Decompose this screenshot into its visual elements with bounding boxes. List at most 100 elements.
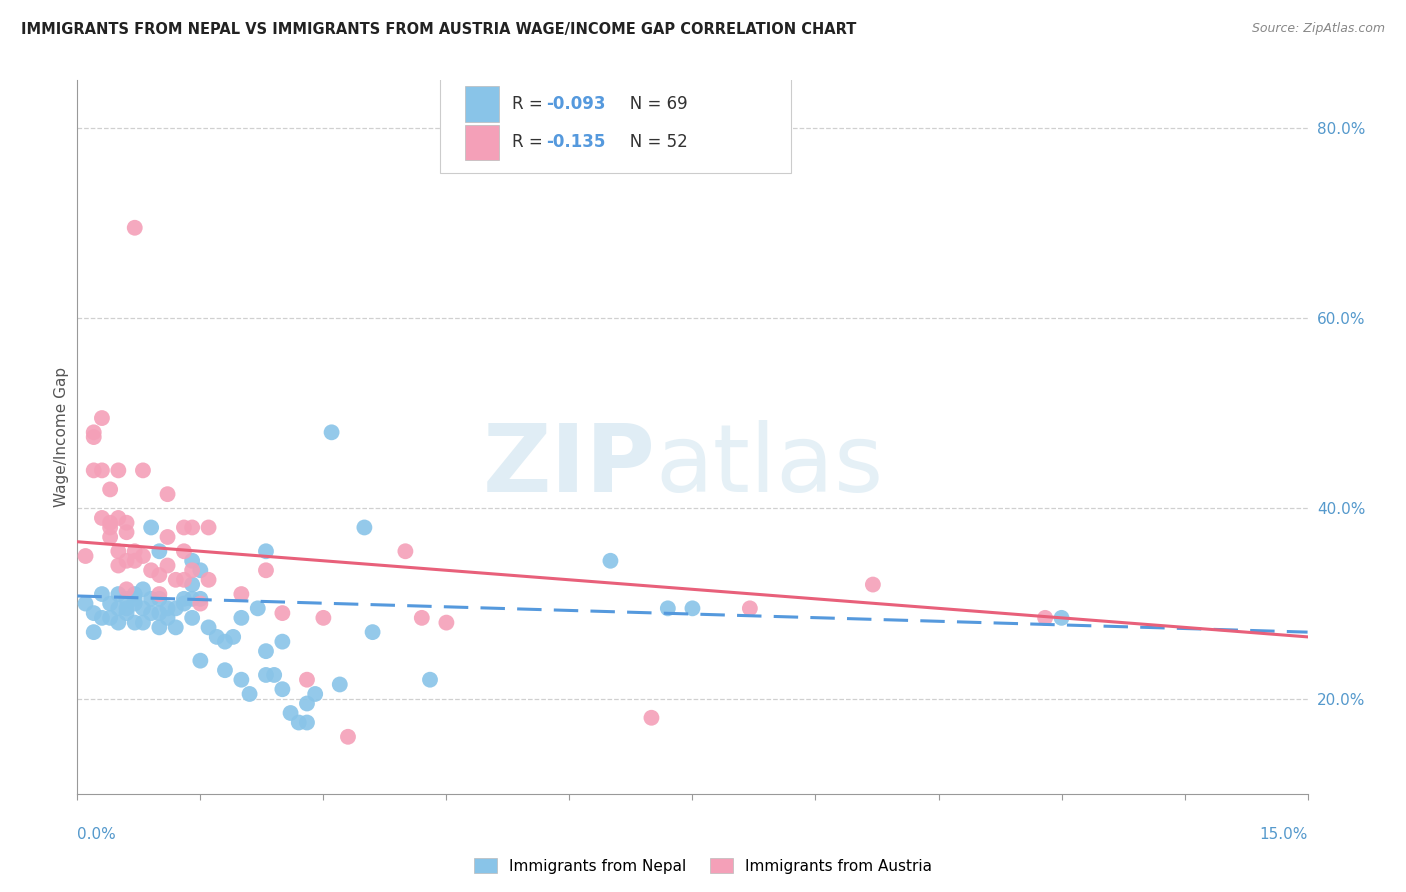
Point — [181, 520, 204, 534]
Point — [98, 597, 121, 611]
Point — [156, 487, 179, 501]
Point — [124, 220, 146, 235]
Point — [411, 611, 433, 625]
Point — [181, 611, 204, 625]
Point — [115, 554, 138, 568]
Point — [148, 544, 170, 558]
Point — [107, 615, 129, 630]
Point — [205, 630, 228, 644]
Point — [173, 597, 195, 611]
Point — [98, 520, 121, 534]
FancyBboxPatch shape — [440, 77, 792, 173]
Point — [337, 730, 360, 744]
Point — [295, 715, 318, 730]
Text: ZIP: ZIP — [482, 419, 655, 512]
Point — [98, 611, 121, 625]
Text: 0.0%: 0.0% — [77, 827, 117, 841]
Point — [98, 530, 121, 544]
Point — [862, 577, 884, 591]
Point — [254, 544, 277, 558]
Point — [165, 573, 187, 587]
Point — [599, 554, 621, 568]
Point — [181, 554, 204, 568]
Point — [75, 597, 97, 611]
Point — [83, 425, 105, 440]
Point — [148, 587, 170, 601]
Point — [682, 601, 704, 615]
Point — [188, 654, 212, 668]
Text: IMMIGRANTS FROM NEPAL VS IMMIGRANTS FROM AUSTRIA WAGE/INCOME GAP CORRELATION CHA: IMMIGRANTS FROM NEPAL VS IMMIGRANTS FROM… — [21, 22, 856, 37]
Point — [231, 673, 253, 687]
Text: N = 52: N = 52 — [614, 134, 688, 152]
Point — [1033, 611, 1056, 625]
Point — [197, 620, 219, 634]
Point — [394, 544, 416, 558]
Point — [124, 554, 146, 568]
Point — [90, 411, 114, 425]
Point — [231, 587, 253, 601]
Point — [98, 483, 121, 497]
Point — [107, 463, 129, 477]
Point — [436, 615, 458, 630]
Text: 15.0%: 15.0% — [1260, 827, 1308, 841]
Point — [148, 620, 170, 634]
Text: N = 69: N = 69 — [614, 95, 688, 112]
Point — [288, 715, 311, 730]
Text: R =: R = — [512, 134, 547, 152]
Point — [214, 663, 236, 677]
Point — [181, 577, 204, 591]
Point — [246, 601, 269, 615]
Point — [295, 673, 318, 687]
Point — [165, 620, 187, 634]
Point — [239, 687, 262, 701]
Text: Source: ZipAtlas.com: Source: ZipAtlas.com — [1251, 22, 1385, 36]
Text: -0.093: -0.093 — [546, 95, 606, 112]
Point — [263, 668, 285, 682]
Point — [148, 606, 170, 620]
Point — [173, 573, 195, 587]
Point — [271, 634, 294, 648]
Point — [657, 601, 679, 615]
Point — [188, 591, 212, 606]
Point — [115, 591, 138, 606]
Point — [640, 711, 662, 725]
Point — [90, 463, 114, 477]
FancyBboxPatch shape — [465, 125, 499, 161]
Point — [738, 601, 761, 615]
Point — [124, 591, 146, 606]
Point — [83, 606, 105, 620]
Point — [141, 563, 163, 577]
FancyBboxPatch shape — [465, 86, 499, 121]
Point — [254, 644, 277, 658]
Point — [90, 511, 114, 525]
Point — [188, 563, 212, 577]
Point — [231, 611, 253, 625]
Point — [132, 549, 155, 563]
Point — [295, 697, 318, 711]
Point — [165, 601, 187, 615]
Point — [173, 544, 195, 558]
Point — [254, 563, 277, 577]
Point — [107, 558, 129, 573]
Point — [353, 520, 375, 534]
Point — [361, 625, 384, 640]
Point — [148, 591, 170, 606]
Point — [188, 597, 212, 611]
Point — [83, 625, 105, 640]
Point — [90, 611, 114, 625]
Point — [107, 544, 129, 558]
Point — [83, 430, 105, 444]
Point — [132, 582, 155, 597]
Point — [173, 520, 195, 534]
Point — [90, 587, 114, 601]
Point — [107, 601, 129, 615]
Point — [181, 591, 204, 606]
Text: atlas: atlas — [655, 419, 884, 512]
Point — [107, 511, 129, 525]
Point — [83, 463, 105, 477]
Point — [1050, 611, 1073, 625]
Point — [312, 611, 335, 625]
Point — [156, 601, 179, 615]
Point — [156, 611, 179, 625]
Point — [141, 591, 163, 606]
